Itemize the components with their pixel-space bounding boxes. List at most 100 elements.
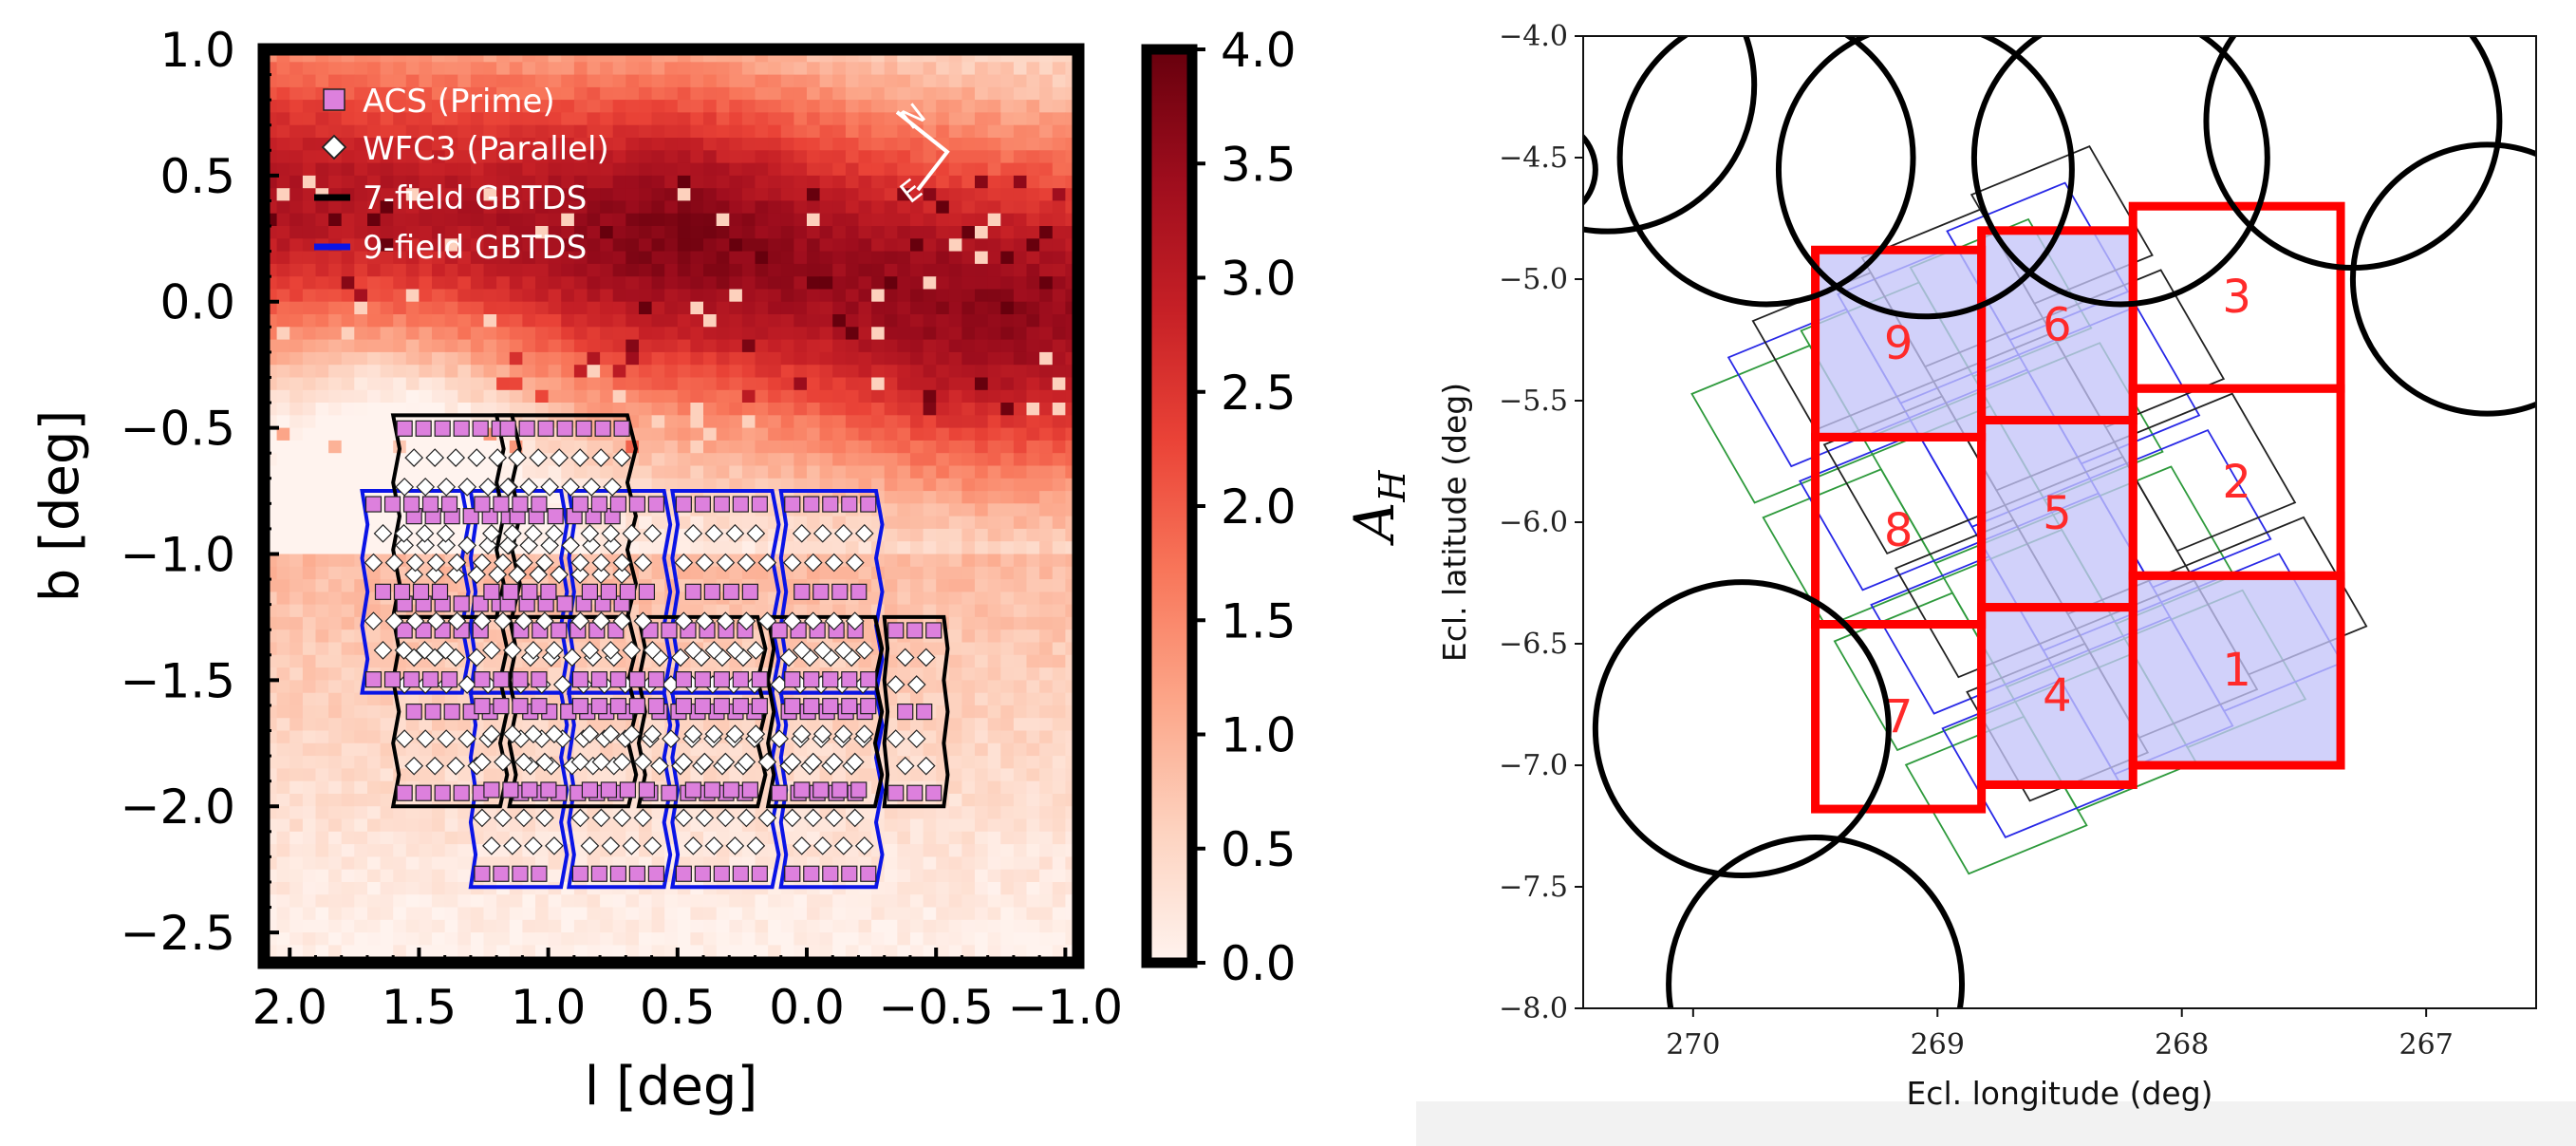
heat-cell: [1026, 238, 1040, 253]
heat-cell: [496, 970, 510, 984]
heat-cell: [677, 251, 691, 265]
heat-cell: [548, 301, 562, 315]
heat-cell: [522, 377, 536, 391]
heat-cell: [548, 945, 562, 959]
heat-cell: [548, 251, 562, 265]
heat-cell: [780, 389, 794, 404]
heat-cell: [1052, 592, 1066, 606]
heat-cell: [987, 415, 1001, 429]
heat-cell: [380, 907, 394, 921]
heat-cell: [664, 175, 679, 189]
heat-cell: [1000, 894, 1015, 909]
heat-cell: [315, 541, 329, 555]
heat-cell: [289, 427, 304, 441]
heat-cell: [315, 919, 329, 933]
heat-cell: [975, 351, 989, 366]
heat-cell: [975, 238, 989, 253]
heat-cell: [367, 756, 382, 769]
heat-cell: [807, 276, 821, 291]
heat-cell: [315, 629, 329, 644]
heat-cell: [741, 327, 756, 341]
heat-cell: [612, 289, 626, 303]
heat-cell: [1026, 389, 1040, 404]
heat-cell: [741, 919, 756, 933]
heat-cell: [470, 112, 485, 126]
heat-cell: [1013, 188, 1028, 202]
heat-cell: [987, 251, 1001, 265]
heat-cell: [600, 945, 614, 959]
heat-cell: [651, 200, 665, 215]
wfc3-marker: [488, 448, 508, 467]
heat-cell: [457, 768, 472, 782]
heat-cell: [871, 112, 886, 126]
heat-cell: [793, 440, 808, 454]
heat-cell: [341, 604, 355, 618]
heat-cell: [703, 74, 718, 88]
heat-cell: [1013, 427, 1028, 441]
heat-cell: [1052, 62, 1066, 76]
heat-cell: [1026, 730, 1040, 744]
heat-cell: [1026, 629, 1040, 644]
heat-cell: [509, 213, 523, 227]
heat-cell: [677, 351, 691, 366]
heat-cell: [1013, 756, 1028, 769]
heat-cell: [961, 882, 976, 895]
heat-cell: [793, 945, 808, 959]
heat-cell: [367, 351, 382, 366]
heat-cell: [845, 415, 860, 429]
heat-cell: [405, 882, 420, 895]
heat-cell: [315, 478, 329, 492]
heat-cell: [936, 869, 950, 883]
heat-cell: [1000, 528, 1015, 542]
heat-cell: [961, 806, 976, 820]
heat-cell: [328, 365, 343, 379]
heat-cell: [276, 566, 290, 580]
heat-cell: [315, 680, 329, 694]
heat-cell: [302, 200, 317, 215]
heat-cell: [315, 465, 329, 479]
heat-cell: [1052, 478, 1066, 492]
heat-cell: [600, 188, 614, 202]
heat-cell: [793, 894, 808, 909]
heat-cell: [793, 301, 808, 315]
heat-cell: [948, 718, 962, 732]
heat-cell: [975, 440, 989, 454]
heat-cell: [432, 327, 446, 341]
heat-cell: [419, 894, 433, 909]
heat-cell: [393, 251, 407, 265]
heat-cell: [561, 932, 575, 946]
heat-cell: [509, 314, 523, 328]
heat-cell: [367, 124, 382, 139]
heat-cell: [483, 301, 497, 315]
heat-cell: [380, 389, 394, 404]
heat-cell: [315, 314, 329, 328]
heat-cell: [419, 150, 433, 164]
heat-cell: [768, 465, 782, 479]
heat-cell: [741, 314, 756, 328]
heat-cell: [548, 162, 562, 177]
heat-cell: [328, 604, 343, 618]
heat-cell: [961, 351, 976, 366]
heat-cell: [509, 150, 523, 164]
heat-cell: [807, 62, 821, 76]
heat-cell: [1052, 768, 1066, 782]
heat-cell: [1052, 389, 1066, 404]
heat-cell: [677, 932, 691, 946]
heat-cell: [276, 642, 290, 656]
heat-cell: [729, 188, 743, 202]
heat-cell: [910, 592, 924, 606]
heat-cell: [328, 465, 343, 479]
heat-cell: [871, 86, 886, 101]
heat-cell: [677, 945, 691, 959]
heat-cell: [897, 150, 911, 164]
heat-cell: [341, 276, 355, 291]
heat-cell: [690, 238, 704, 253]
heat-cell: [354, 882, 368, 895]
heat-cell: [755, 188, 769, 202]
heat-cell: [289, 680, 304, 694]
heat-cell: [289, 856, 304, 871]
heat-cell: [483, 251, 497, 265]
heat-cell: [561, 919, 575, 933]
heat-cell: [793, 403, 808, 416]
heat-cell: [1026, 327, 1040, 341]
